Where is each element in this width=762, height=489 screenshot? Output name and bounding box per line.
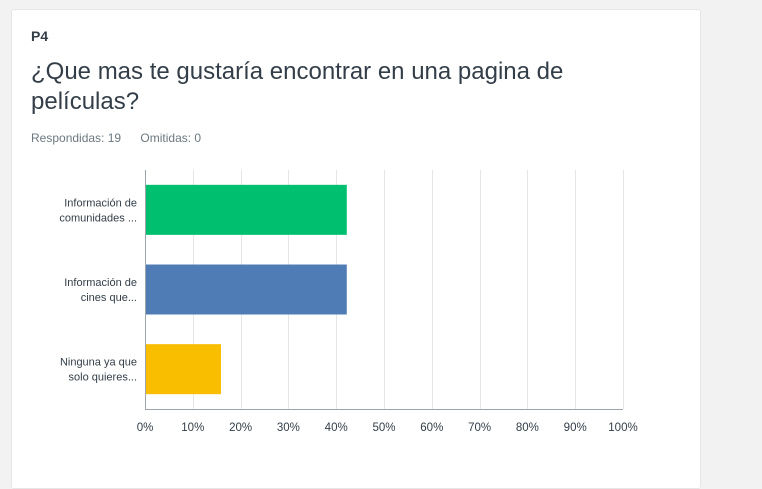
category-label-line: Información de xyxy=(64,277,137,289)
question-title: ¿Que mas te gustaría encontrar en una pa… xyxy=(31,58,564,115)
bar-1[interactable] xyxy=(145,264,347,315)
category-label-0: Información de comunidades ... xyxy=(59,197,137,224)
answered-count: Respondidas: 19 xyxy=(31,131,122,145)
question-card: P4 ¿Que mas te gustaría encontrar en una… xyxy=(11,9,701,489)
x-tick-label-20: 20% xyxy=(229,422,252,434)
bar-2[interactable] xyxy=(145,344,221,395)
x-tick-label-0: 0% xyxy=(137,422,154,434)
category-label-line: comunidades ... xyxy=(59,212,137,224)
category-label-2: Ninguna ya que solo quieres... xyxy=(60,357,137,384)
x-tick-label-30: 30% xyxy=(277,422,300,434)
response-stats: Respondidas: 19 Omitidas: 0 xyxy=(31,131,217,145)
category-label-line: solo quieres... xyxy=(69,372,137,384)
bar-chart: Información de comunidades ...Información… xyxy=(59,170,638,434)
category-label-1: Información de cines que... xyxy=(64,277,137,304)
x-tick-label-50: 50% xyxy=(372,422,395,434)
x-tick-label-100: 100% xyxy=(608,422,637,434)
category-label-line: Información de xyxy=(64,197,137,209)
bar-0[interactable] xyxy=(145,184,347,235)
x-tick-label-80: 80% xyxy=(516,422,539,434)
x-tick-label-60: 60% xyxy=(420,422,443,434)
x-tick-label-10: 10% xyxy=(181,422,204,434)
question-number: P4 xyxy=(31,28,49,44)
category-label-line: Ninguna ya que xyxy=(60,357,137,369)
x-tick-label-40: 40% xyxy=(325,422,348,434)
x-tick-label-90: 90% xyxy=(564,422,587,434)
category-label-line: cines que... xyxy=(81,292,137,304)
skipped-count: Omitidas: 0 xyxy=(140,131,202,145)
x-tick-label-70: 70% xyxy=(468,422,491,434)
